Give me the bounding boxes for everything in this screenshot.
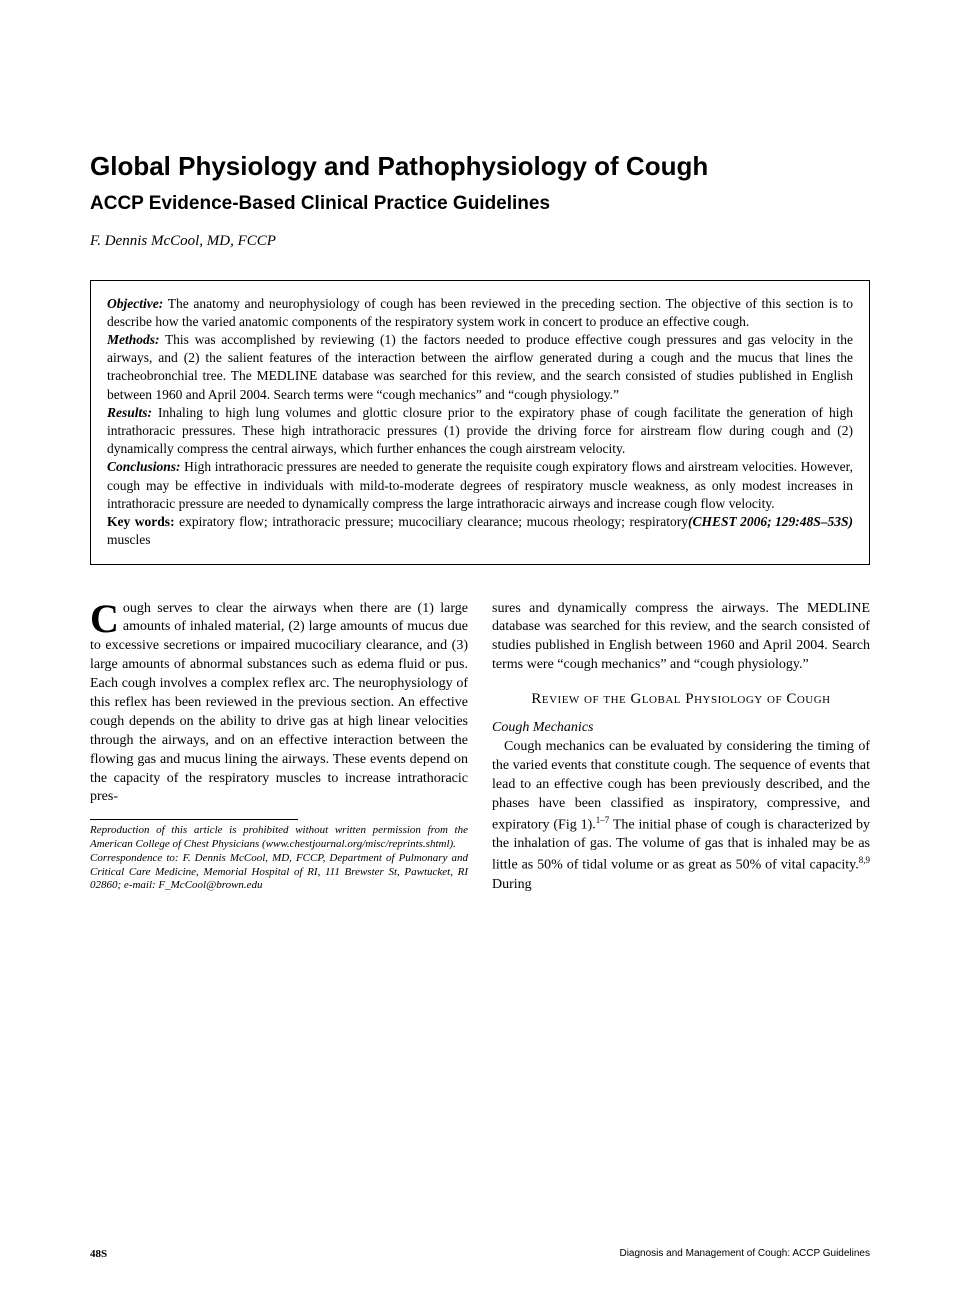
methods-label: Methods: [107, 332, 160, 347]
abstract-results: Results: Inhaling to high lung volumes a… [107, 404, 853, 459]
page-footer: 48S Diagnosis and Management of Cough: A… [90, 1248, 870, 1260]
dropcap: C [90, 600, 123, 636]
p2c: During [492, 877, 532, 892]
methods-text: This was accomplished by reviewing (1) t… [107, 332, 853, 402]
conclusions-label: Conclusions: [107, 459, 181, 474]
footnote-reproduction: Reproduction of this article is prohibit… [90, 824, 468, 852]
col1-text: ough serves to clear the airways when th… [90, 601, 468, 805]
sup-ref-2: 8,9 [859, 855, 870, 865]
footnote-correspondence: Correspondence to: F. Dennis McCool, MD,… [90, 852, 468, 893]
authors-line: F. Dennis McCool, MD, FCCP [90, 233, 870, 250]
abstract-conclusions: Conclusions: High intrathoracic pressure… [107, 458, 853, 513]
results-label: Results: [107, 405, 152, 420]
conclusions-text: High intrathoracic pressures are needed … [107, 459, 853, 510]
subsection-heading: Cough Mechanics [492, 719, 870, 738]
article-title: Global Physiology and Pathophysiology of… [90, 150, 870, 183]
results-text: Inhaling to high lung volumes and glotti… [107, 405, 853, 456]
footer-source: Diagnosis and Management of Cough: ACCP … [619, 1248, 870, 1260]
column-right: sures and dynamically compress the airwa… [492, 600, 870, 895]
column-left: Cough serves to clear the airways when t… [90, 600, 468, 895]
page-number: 48S [90, 1248, 107, 1260]
abstract-box: Objective: The anatomy and neurophysiolo… [90, 280, 870, 565]
keywords-text: expiratory flow; intrathoracic pressure;… [107, 514, 688, 547]
intro-paragraph: Cough serves to clear the airways when t… [90, 600, 468, 808]
body-columns: Cough serves to clear the airways when t… [90, 600, 870, 895]
sup-ref-1: 1–7 [596, 815, 610, 825]
objective-label: Objective: [107, 296, 163, 311]
cough-mechanics-paragraph: Cough mechanics can be evaluated by cons… [492, 738, 870, 894]
citation: (CHEST 2006; 129:48S–53S) [688, 513, 853, 531]
section-heading: Review of the Global Physiology of Cough [492, 689, 870, 709]
col2-continuation: sures and dynamically compress the airwa… [492, 600, 870, 676]
article-subtitle: ACCP Evidence-Based Clinical Practice Gu… [90, 193, 870, 215]
abstract-methods: Methods: This was accomplished by review… [107, 331, 853, 404]
objective-text: The anatomy and neurophysiology of cough… [107, 296, 853, 329]
keywords-label: Key words: [107, 514, 175, 529]
abstract-objective: Objective: The anatomy and neurophysiolo… [107, 295, 853, 331]
footnote-rule [90, 819, 298, 820]
